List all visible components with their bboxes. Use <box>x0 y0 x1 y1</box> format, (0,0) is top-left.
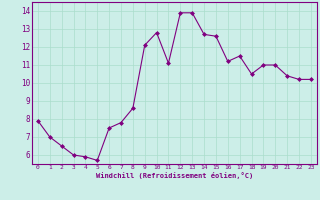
X-axis label: Windchill (Refroidissement éolien,°C): Windchill (Refroidissement éolien,°C) <box>96 172 253 179</box>
